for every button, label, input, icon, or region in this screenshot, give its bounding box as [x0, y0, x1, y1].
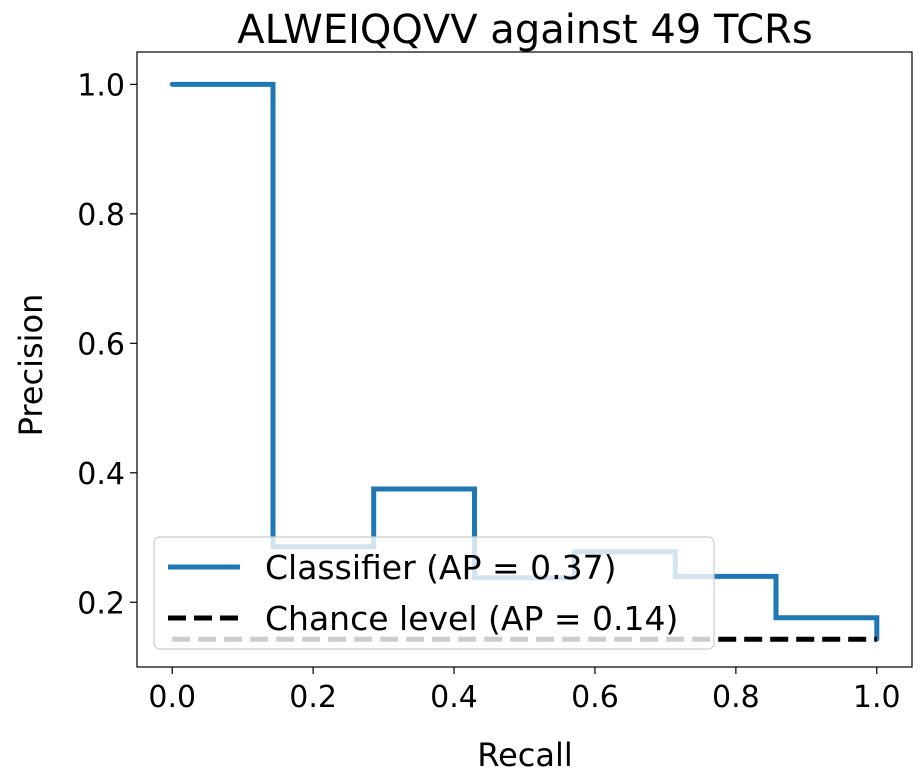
x-tick-label: 0.2: [289, 680, 337, 715]
x-tick-label: 0.0: [148, 680, 196, 715]
legend: Classifier (AP = 0.37) Chance level (AP =…: [153, 536, 715, 650]
y-tick-label: 0.2: [77, 586, 125, 621]
ticks-layer: 0.0 0.2 0.4 0.6 0.8 1.0 0.2 0.4 0.6 0.8 1.0: [77, 68, 900, 715]
chart-title: ALWEIQQVV against 49 TCRs: [237, 7, 812, 53]
y-tick-label: 1.0: [77, 68, 125, 103]
legend-box: [153, 536, 715, 650]
plot-frame: [136, 51, 913, 668]
y-tick-label: 0.8: [77, 198, 125, 233]
x-axis-title: Recall: [477, 736, 572, 774]
y-tick-label: 0.4: [77, 457, 125, 492]
legend-label: Classifier (AP = 0.37): [265, 548, 616, 587]
y-tick-label: 0.6: [77, 327, 125, 362]
legend-label: Chance level (AP = 0.14): [265, 599, 678, 638]
x-tick-label: 1.0: [853, 680, 901, 715]
x-tick-label: 0.8: [712, 680, 760, 715]
y-axis-title: Precision: [12, 294, 50, 437]
x-tick-label: 0.6: [571, 680, 619, 715]
x-tick-label: 0.4: [430, 680, 478, 715]
